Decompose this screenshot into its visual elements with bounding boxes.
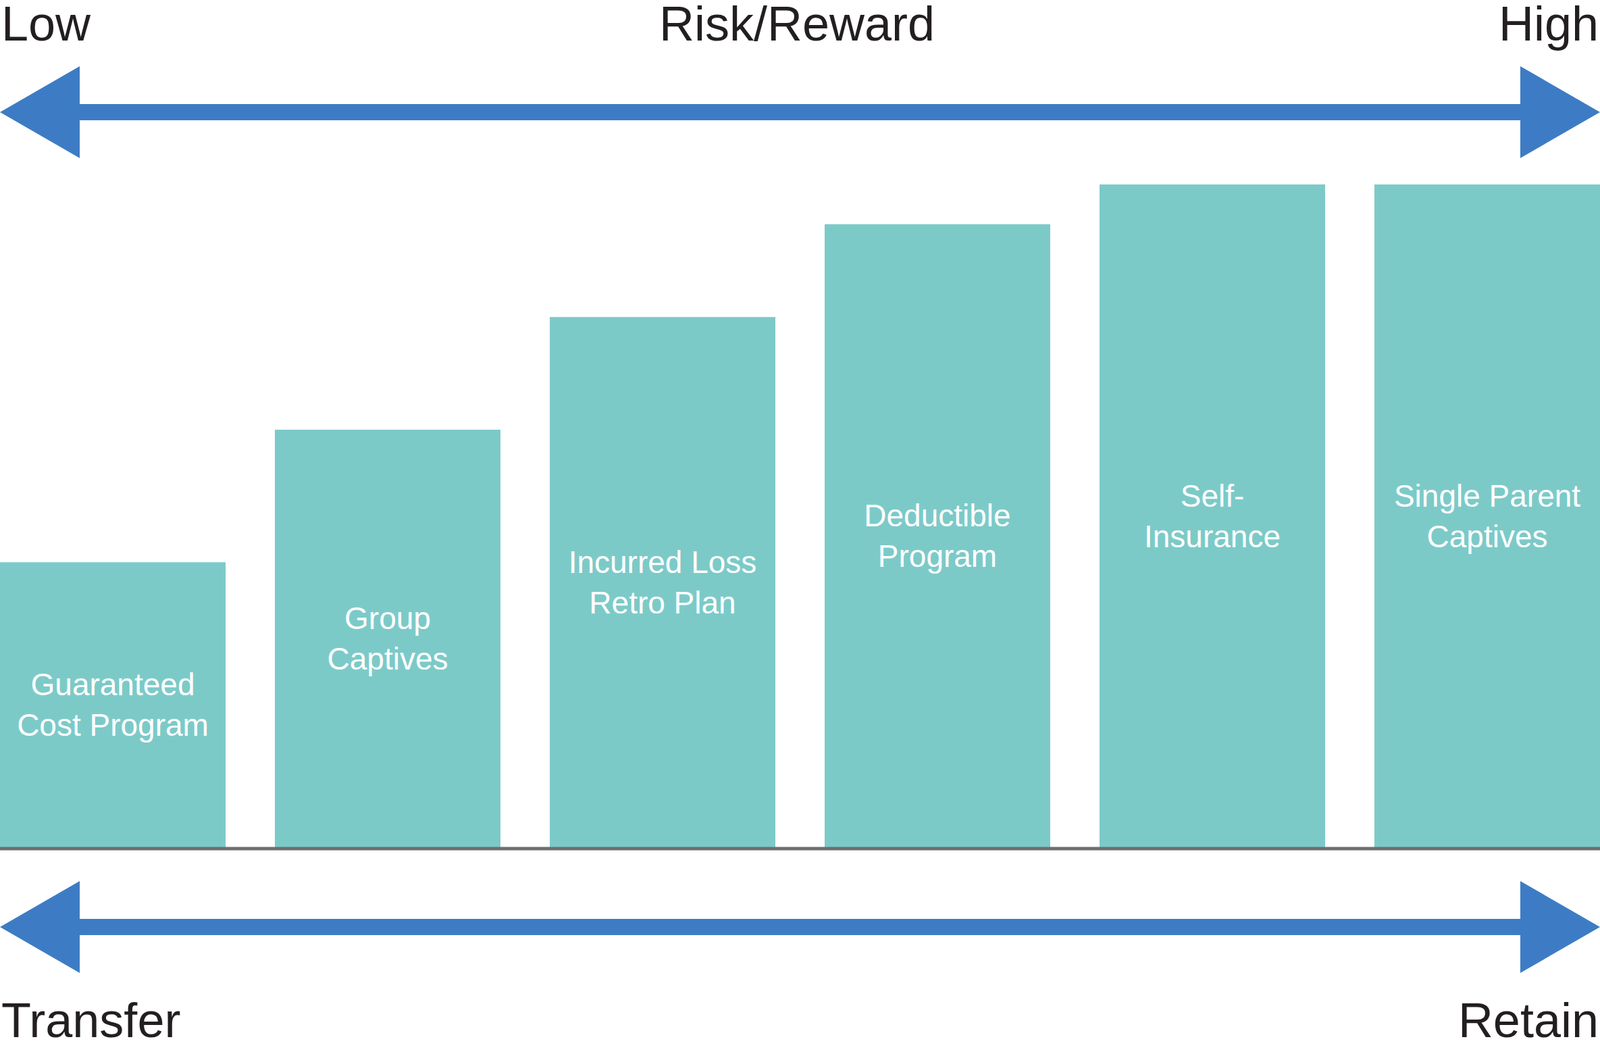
chart: Low Risk/Reward High Transfer Retain Guarante… <box>0 0 1600 1052</box>
category-label: Deductible Program <box>863 497 1011 574</box>
category-label-line: Insurance <box>1144 518 1281 554</box>
bar <box>824 224 1051 847</box>
bars <box>0 184 1600 847</box>
bar <box>274 429 501 847</box>
category-label-line: Program <box>878 538 997 574</box>
category-label: Self- Insurance <box>1144 478 1281 554</box>
category-label: Incurred Loss Retro Plan <box>568 544 758 621</box>
category-label: Guaranteed Cost Program <box>16 666 209 743</box>
category-label-line: Self- <box>1180 478 1245 514</box>
annotation: Low <box>1 0 92 51</box>
category-label-line: Captives <box>327 640 449 677</box>
baseline <box>0 846 1600 851</box>
category-label: Single Parent Captives <box>1394 478 1581 554</box>
category-label-line: Single Parent <box>1394 478 1581 514</box>
bar <box>549 316 776 847</box>
annotation: Retain <box>1458 992 1599 1047</box>
annotation: Risk/Reward <box>659 0 935 51</box>
bottom-arrow <box>0 880 1600 973</box>
annotation: High <box>1498 0 1599 51</box>
category-label-line: Deductible <box>863 497 1011 533</box>
annotation: Transfer <box>1 992 181 1047</box>
bar <box>1374 184 1600 847</box>
category-label-line: Incurred Loss <box>568 544 758 580</box>
category-label-line: Group <box>344 600 431 636</box>
bar <box>1099 184 1326 847</box>
category-label-line: Cost Program <box>16 707 209 743</box>
top-arrow <box>0 66 1600 159</box>
category-label: Group Captives <box>327 600 449 677</box>
category-label-line: Captives <box>1427 518 1548 554</box>
bar <box>0 561 226 847</box>
category-label-line: Guaranteed <box>31 666 196 702</box>
category-label-line: Retro Plan <box>588 584 736 621</box>
